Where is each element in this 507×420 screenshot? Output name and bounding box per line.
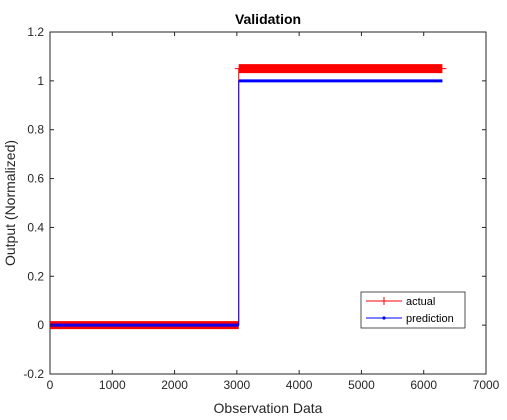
y-ticks: -0.2 0 0.2 0.4 0.6 0.8 1 1.2 xyxy=(23,25,486,381)
y-tick-label: 0.8 xyxy=(27,123,44,137)
x-tick-label: 6000 xyxy=(410,378,437,392)
y-tick-label: -0.2 xyxy=(23,367,44,381)
chart-title: Validation xyxy=(235,11,301,27)
legend-prediction-marker xyxy=(382,316,386,320)
x-ticks: 0 1000 2000 3000 4000 5000 6000 7000 xyxy=(47,32,500,392)
y-tick-label: 0.2 xyxy=(27,269,44,283)
legend-box xyxy=(360,291,466,329)
legend-actual-label: actual xyxy=(406,296,435,308)
y-tick-label: 0.6 xyxy=(27,172,44,186)
series-lines xyxy=(50,68,443,326)
y-tick-label: 1.2 xyxy=(27,25,44,39)
x-tick-label: 4000 xyxy=(286,378,313,392)
x-tick-label: 2000 xyxy=(161,378,188,392)
x-tick-label: 0 xyxy=(47,378,54,392)
y-axis-title: Output (Normalized) xyxy=(2,140,18,266)
x-tick-label: 7000 xyxy=(473,378,500,392)
y-tick-label: 0 xyxy=(37,318,44,332)
x-tick-label: 5000 xyxy=(348,378,375,392)
x-tick-label: 1000 xyxy=(99,378,126,392)
y-tick-label: 1 xyxy=(37,74,44,88)
legend: actual prediction xyxy=(360,291,466,329)
y-tick-label: 0.4 xyxy=(27,220,44,234)
x-tick-label: 3000 xyxy=(224,378,251,392)
series-line-prediction xyxy=(50,80,443,326)
legend-prediction-label: prediction xyxy=(406,313,454,325)
x-axis-title: Observation Data xyxy=(214,400,323,416)
